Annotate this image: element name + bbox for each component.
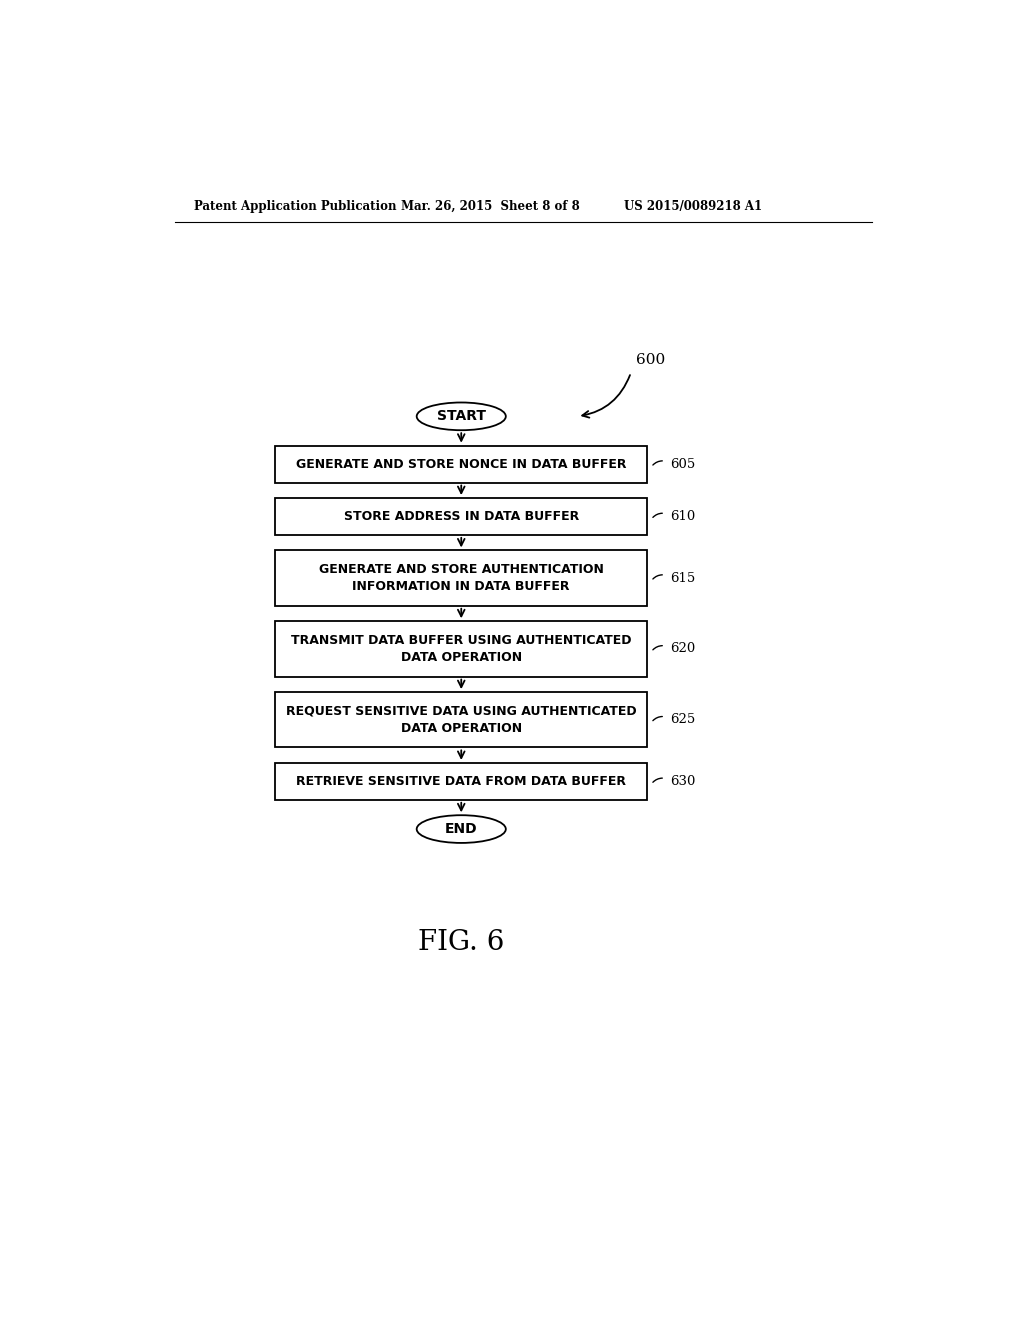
Text: END: END [445, 822, 477, 836]
FancyBboxPatch shape [275, 446, 647, 483]
FancyBboxPatch shape [275, 692, 647, 747]
Text: 630: 630 [671, 775, 696, 788]
Text: 610: 610 [671, 510, 695, 523]
Text: 605: 605 [671, 458, 695, 471]
Text: Mar. 26, 2015  Sheet 8 of 8: Mar. 26, 2015 Sheet 8 of 8 [400, 199, 580, 213]
Text: START: START [437, 409, 485, 424]
Text: FIG. 6: FIG. 6 [418, 929, 505, 956]
Text: Patent Application Publication: Patent Application Publication [194, 199, 396, 213]
Text: REQUEST SENSITIVE DATA USING AUTHENTICATED
DATA OPERATION: REQUEST SENSITIVE DATA USING AUTHENTICAT… [286, 705, 637, 735]
Text: US 2015/0089218 A1: US 2015/0089218 A1 [624, 199, 762, 213]
Ellipse shape [417, 816, 506, 843]
Text: TRANSMIT DATA BUFFER USING AUTHENTICATED
DATA OPERATION: TRANSMIT DATA BUFFER USING AUTHENTICATED… [291, 634, 632, 664]
Ellipse shape [417, 403, 506, 430]
FancyBboxPatch shape [275, 550, 647, 606]
Text: 620: 620 [671, 643, 695, 656]
Text: STORE ADDRESS IN DATA BUFFER: STORE ADDRESS IN DATA BUFFER [344, 510, 579, 523]
FancyBboxPatch shape [275, 763, 647, 800]
Text: RETRIEVE SENSITIVE DATA FROM DATA BUFFER: RETRIEVE SENSITIVE DATA FROM DATA BUFFER [296, 775, 627, 788]
Text: 615: 615 [671, 572, 695, 585]
Text: GENERATE AND STORE AUTHENTICATION
INFORMATION IN DATA BUFFER: GENERATE AND STORE AUTHENTICATION INFORM… [318, 564, 604, 593]
Text: GENERATE AND STORE NONCE IN DATA BUFFER: GENERATE AND STORE NONCE IN DATA BUFFER [296, 458, 627, 471]
Text: 625: 625 [671, 713, 695, 726]
FancyBboxPatch shape [275, 498, 647, 535]
Text: 600: 600 [636, 354, 665, 367]
FancyBboxPatch shape [275, 622, 647, 677]
